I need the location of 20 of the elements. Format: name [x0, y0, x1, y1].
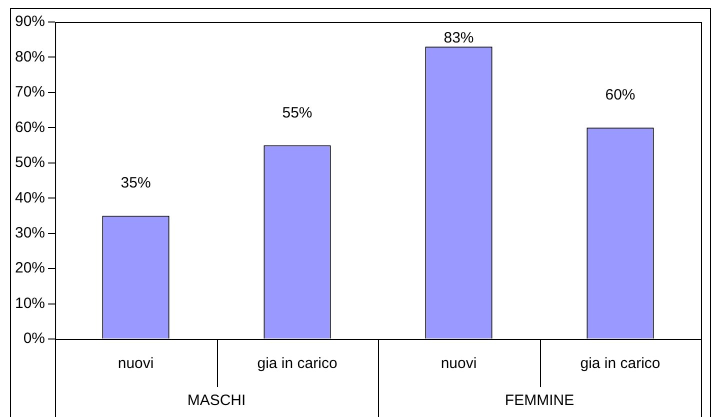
- x-tick-label: nuovi: [440, 355, 477, 372]
- text: FEMMINE: [504, 392, 574, 410]
- data-label: 60%: [605, 86, 636, 104]
- y-tick-label: 30%: [14, 224, 46, 242]
- y-tick-label: 0%: [23, 330, 46, 348]
- y-tick-label: 40%: [14, 189, 46, 206]
- y-tick-label: 20%: [14, 260, 46, 277]
- data-label: 83%: [444, 30, 474, 47]
- x-tick-label: gia in carico: [257, 355, 338, 372]
- data-label: 35%: [120, 174, 151, 192]
- x-tick-label: nuovi: [118, 355, 154, 372]
- y-tick-label: 60%: [14, 118, 46, 136]
- data-label: 55%: [282, 104, 312, 122]
- y-tick-label: 90%: [14, 13, 46, 30]
- x-tick-label: gia in carico: [580, 355, 660, 372]
- y-tick-label: 10%: [14, 294, 46, 312]
- y-tick-label: 70%: [14, 84, 46, 101]
- y-tick-label: 80%: [14, 48, 46, 66]
- text: MASCHI: [187, 392, 246, 410]
- y-tick-label: 50%: [14, 154, 46, 172]
